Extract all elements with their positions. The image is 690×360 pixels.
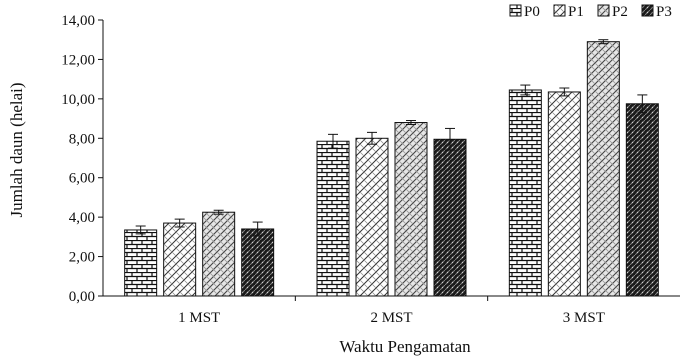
bar-p0-3 [508,89,542,297]
x-tick-label: 1 MST [178,310,220,326]
y-tick-label: 8,00 [69,131,95,147]
legend-label-p3: P3 [656,4,672,20]
axes: 0,00 2,00 4,00 6,00 8,00 10,00 12,00 14,00 1 MST… [61,13,680,326]
bar-p2-2 [394,122,428,297]
bar-p0-2 [316,140,350,297]
legend-swatch-p1 [553,4,566,17]
bar-p2-3 [586,41,620,297]
legend-label-p0: P0 [524,4,540,20]
bar-p3-1 [241,228,275,297]
y-axis-title: Jumlah daun (helai) [7,82,26,217]
bar-p3-3 [625,103,659,297]
bar-p0-1 [124,229,158,297]
bar-p3-2 [433,138,467,297]
bar-p1-2 [355,137,389,297]
y-tick-label: 12,00 [61,52,95,68]
y-tick-label: 0,00 [69,289,95,305]
y-tick-label: 2,00 [69,250,95,266]
legend-swatch-p0 [509,4,522,17]
bar-p1-1 [163,222,197,297]
x-tick-label: 3 MST [563,310,605,326]
legend-swatch-p2 [597,4,610,17]
bar-p2-1 [202,211,236,297]
error-bars [135,39,648,237]
x-tick-label: 2 MST [370,310,412,326]
legend: P0 P1 P2 P3 [509,4,672,20]
y-tick-label: 4,00 [69,210,95,226]
legend-label-p2: P2 [612,4,628,20]
y-tick-label: 10,00 [61,92,95,108]
x-axis-title: Waktu Pengamatan [339,337,471,356]
y-tick-label: 6,00 [69,171,95,187]
bars [124,41,659,297]
bar-p1-3 [547,91,581,297]
legend-label-p1: P1 [568,4,584,20]
legend-swatch-p3 [641,4,654,17]
y-tick-label: 14,00 [61,13,95,29]
